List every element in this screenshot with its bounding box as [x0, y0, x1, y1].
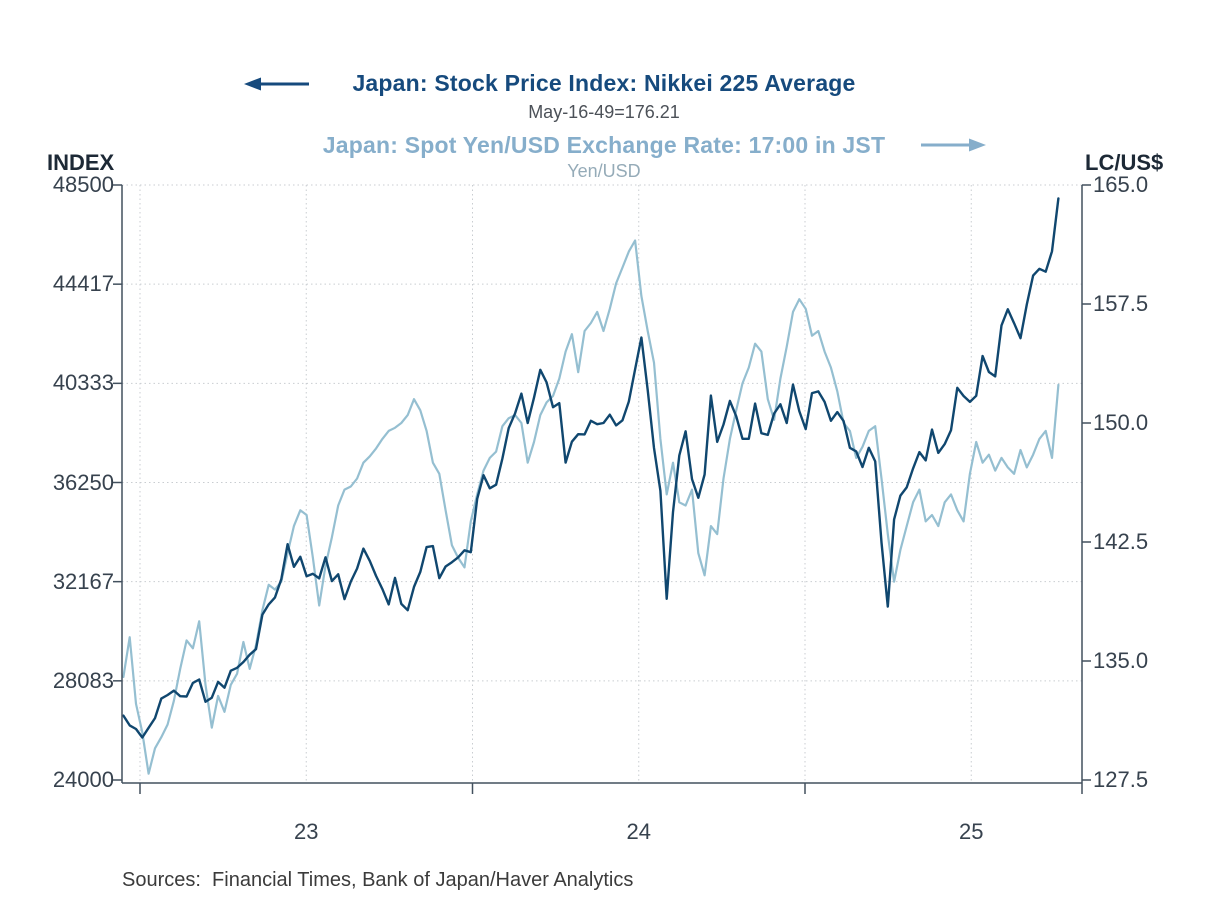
left-axis-tick-label: 40333 [52, 370, 114, 396]
right-axis-tick-label: 127.5 [1093, 767, 1149, 792]
right-axis-tick-label: 135.0 [1093, 648, 1149, 673]
nikkei-subtitle: May-16-49=176.21 [528, 102, 680, 122]
right-arrow-icon [921, 138, 986, 152]
right-axis-tick-label: 157.5 [1093, 291, 1149, 316]
right-axis-tick-label: 142.5 [1093, 529, 1149, 554]
yen-title: Japan: Spot Yen/USD Exchange Rate: 17:00… [322, 132, 886, 158]
left-axis-tick-label: 24000 [52, 767, 114, 792]
x-axis-year-label: 25 [959, 819, 984, 844]
x-axis-year-label: 23 [294, 819, 319, 844]
left-axis-tick-label: 44417 [52, 271, 114, 297]
x-axis-year-label: 24 [626, 819, 651, 844]
left-axis-tick-label: 32167 [52, 568, 114, 594]
left-axis-header: INDEX [47, 150, 115, 175]
right-axis-header: LC/US$ [1085, 150, 1164, 175]
left-axis-tick-label: 48500 [52, 172, 114, 197]
nikkei-title: Japan: Stock Price Index: Nikkei 225 Ave… [352, 70, 856, 96]
yen-subtitle: Yen/USD [567, 161, 641, 181]
left-axis-tick-label: 36250 [52, 469, 114, 495]
right-axis-tick-label: 150.0 [1093, 410, 1149, 435]
left-axis-tick-label: 28083 [52, 667, 114, 693]
left-arrow-icon [244, 77, 309, 91]
sources-note: Sources: Financial Times, Bank of Japan/… [122, 869, 634, 891]
right-axis-tick-label: 165.0 [1093, 172, 1149, 197]
